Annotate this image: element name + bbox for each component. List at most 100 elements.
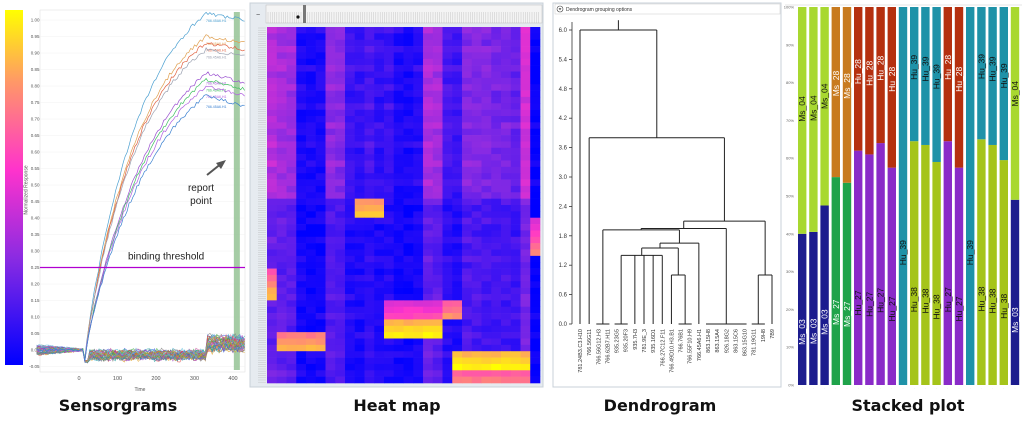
heatmap-cell (393, 173, 404, 180)
heatmap-cell (325, 52, 336, 60)
heatmap-cell (286, 274, 297, 282)
heatmap-cell (267, 27, 278, 34)
heatmap-cell (471, 109, 482, 117)
heatmap-cell (296, 338, 307, 346)
heatmap-cell (442, 141, 453, 149)
heatmap-cell (384, 351, 395, 358)
stacked-segment (910, 141, 919, 385)
heatmap-cell (306, 179, 317, 187)
heatmap-cell (423, 274, 434, 282)
heatmap-cell (452, 84, 463, 91)
heatmap-cell (520, 325, 531, 333)
heatmap-cell (393, 281, 404, 288)
heatmap-cell (462, 84, 473, 91)
heatmap-cell (442, 166, 453, 174)
heatmap-cell (442, 160, 453, 168)
heatmap-cell (403, 300, 414, 308)
heatmap-cell (501, 262, 512, 269)
heatmap-cell (530, 116, 541, 123)
heatmap-cell (286, 313, 297, 320)
heatmap-cell (510, 306, 521, 314)
heatmap-cell (267, 370, 278, 377)
heatmap-cell (374, 179, 385, 187)
heatmap-cell (403, 185, 414, 193)
heatmap-cell (325, 319, 336, 327)
heatmap-cell (530, 58, 541, 66)
heatmap-cell (491, 192, 502, 199)
heatmap-cell (481, 103, 492, 110)
heatmap-cell (413, 313, 424, 320)
y-tick-label: 100% (784, 5, 795, 10)
heatmap-cell (471, 344, 482, 352)
heatmap-cell (267, 306, 278, 314)
column-splitter (303, 5, 306, 23)
heatmap-cell (286, 147, 297, 155)
heatmap-cell (315, 351, 326, 358)
heatmap-cell (267, 84, 278, 91)
heatmap-cell (296, 65, 307, 72)
heatmap-cell (481, 363, 492, 371)
heatmap-cell (393, 370, 404, 377)
heatmap-cell (491, 217, 502, 225)
heatmap-cell (510, 243, 521, 250)
heatmap-cell (267, 230, 278, 238)
x-tick-mark: · (959, 386, 960, 390)
heatmap-cell (345, 376, 356, 384)
heatmap-cell (481, 211, 492, 219)
heatmap-cell (315, 243, 326, 250)
heatmap-cell (481, 39, 492, 47)
heatmap-cell (296, 287, 307, 295)
heatmap-cell (345, 294, 356, 301)
heatmap-cell (276, 300, 287, 308)
heatmap-cell (335, 351, 346, 358)
heatmap-cell (413, 185, 424, 193)
heatmap-cell (384, 319, 395, 327)
heatmap-cell (462, 338, 473, 346)
heatmap-cell (286, 192, 297, 199)
y-tick-label: 0% (788, 383, 794, 388)
report-point-label: point (190, 196, 212, 207)
heatmap-cell (306, 363, 317, 371)
heatmap-cell (374, 141, 385, 149)
heatmap-cell (481, 84, 492, 91)
heatmap-cell (306, 46, 317, 53)
heatmap-cell (462, 376, 473, 384)
heatmap-cell (491, 294, 502, 301)
heatmap-cell (520, 198, 531, 206)
heatmap-cell (384, 211, 395, 219)
heatmap-cell (471, 198, 482, 206)
heatmap-cell (364, 52, 375, 60)
heatmap-cell (432, 27, 443, 34)
heatmap-cell (315, 96, 326, 104)
heatmap-cell (267, 198, 278, 206)
heatmap-cell (403, 173, 414, 180)
heatmap-cell (354, 236, 365, 244)
heatmap-cell (530, 357, 541, 365)
heatmap-cell (345, 147, 356, 155)
heatmap-cell (335, 96, 346, 104)
heatmap-cell (501, 344, 512, 352)
stacked-segment (954, 167, 964, 385)
heatmap-cell (296, 141, 307, 149)
heatmap-cell (432, 236, 443, 244)
heatmap-cell (432, 338, 443, 346)
heatmap-cell (530, 166, 541, 174)
heatmap-cell (462, 185, 473, 193)
responder-curve (36, 47, 245, 359)
heatmap-cell (345, 185, 356, 193)
heatmap-cell (354, 287, 365, 295)
heatmap-cell (452, 217, 463, 225)
heatmap-cell (403, 351, 414, 358)
heatmap-cell (335, 306, 346, 314)
y-tick-label: 60% (786, 156, 794, 161)
heatmap-cell (374, 192, 385, 199)
heatmap-cell (432, 33, 443, 41)
heatmap-cell (423, 52, 434, 60)
heatmap-cell (403, 141, 414, 149)
dendrogram-frame (552, 2, 782, 388)
heatmap-cell (325, 306, 336, 314)
heatmap-cell (471, 166, 482, 174)
heatmap-cell (364, 71, 375, 79)
heatmap-cell (276, 192, 287, 199)
heatmap-cell (462, 103, 473, 110)
